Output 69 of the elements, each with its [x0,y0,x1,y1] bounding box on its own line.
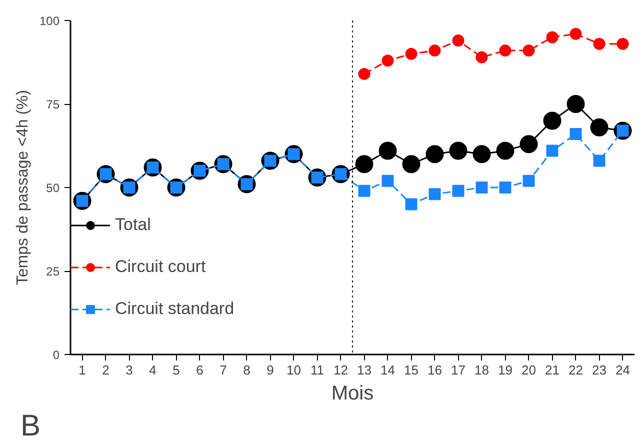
point [382,54,394,67]
point [378,142,397,160]
x-tick-label: 11 [310,362,324,378]
x-tick-label: 7 [220,362,227,378]
point [382,174,394,187]
legend-label: Circuit standard [115,299,234,319]
point [522,44,535,57]
point [428,44,441,57]
x-tick-label: 2 [102,362,110,378]
x-tick-label: 20 [522,362,536,378]
y-tick-label: 50 [46,181,60,195]
x-tick-label: 22 [568,362,583,378]
point [546,144,558,157]
y-tick-label: 100 [39,14,60,28]
x-tick-label: 15 [404,362,418,378]
y-tick-label: 75 [46,98,60,112]
point [522,174,535,187]
point [546,31,558,44]
point [499,182,512,194]
point [590,118,608,136]
point [358,68,370,80]
x-tick-label: 21 [545,362,560,378]
point [472,145,491,164]
point [402,155,420,174]
point [476,182,488,194]
point [566,95,585,113]
point [499,44,512,57]
point [452,34,464,47]
x-tick-label: 9 [266,362,274,378]
legend-label: Total [115,215,151,235]
point [616,38,629,50]
legend-label: Circuit court [115,257,206,277]
point [520,135,538,154]
x-tick-label: 1 [78,362,86,378]
x-tick-label: 18 [474,362,489,378]
x-tick-label: 16 [428,362,442,378]
point [543,112,562,130]
x-tick-label: 10 [286,362,301,378]
x-tick-label: 6 [196,362,204,378]
point [570,128,582,140]
x-tick-label: 14 [380,362,395,378]
point [593,38,606,50]
y-axis-title: Temps de passage <4h (%) [14,90,32,286]
x-tick-label: 23 [592,362,606,378]
x-tick-label: 19 [498,362,512,378]
x-tick-label: 12 [334,362,348,378]
x-tick-label: 8 [243,362,250,378]
x-tick-label: 24 [616,362,630,378]
x-tick-label: 13 [357,362,372,378]
y-tick-label: 0 [52,348,60,362]
x-tick-label: 4 [149,362,156,378]
x-tick-label: 17 [451,362,466,378]
point [355,155,374,174]
point [570,28,582,40]
point [428,188,441,200]
point [496,142,514,160]
point [405,48,418,60]
point [405,198,418,210]
point [426,145,444,164]
point [449,142,468,160]
point [452,184,464,197]
y-tick-label: 25 [46,264,60,278]
x-tick-label: 3 [126,362,133,378]
point [358,184,370,197]
text: B [20,410,41,442]
point [593,154,606,167]
x-axis-title: Mois [331,382,374,404]
point [476,51,488,64]
x-tick-label: 5 [172,362,180,378]
